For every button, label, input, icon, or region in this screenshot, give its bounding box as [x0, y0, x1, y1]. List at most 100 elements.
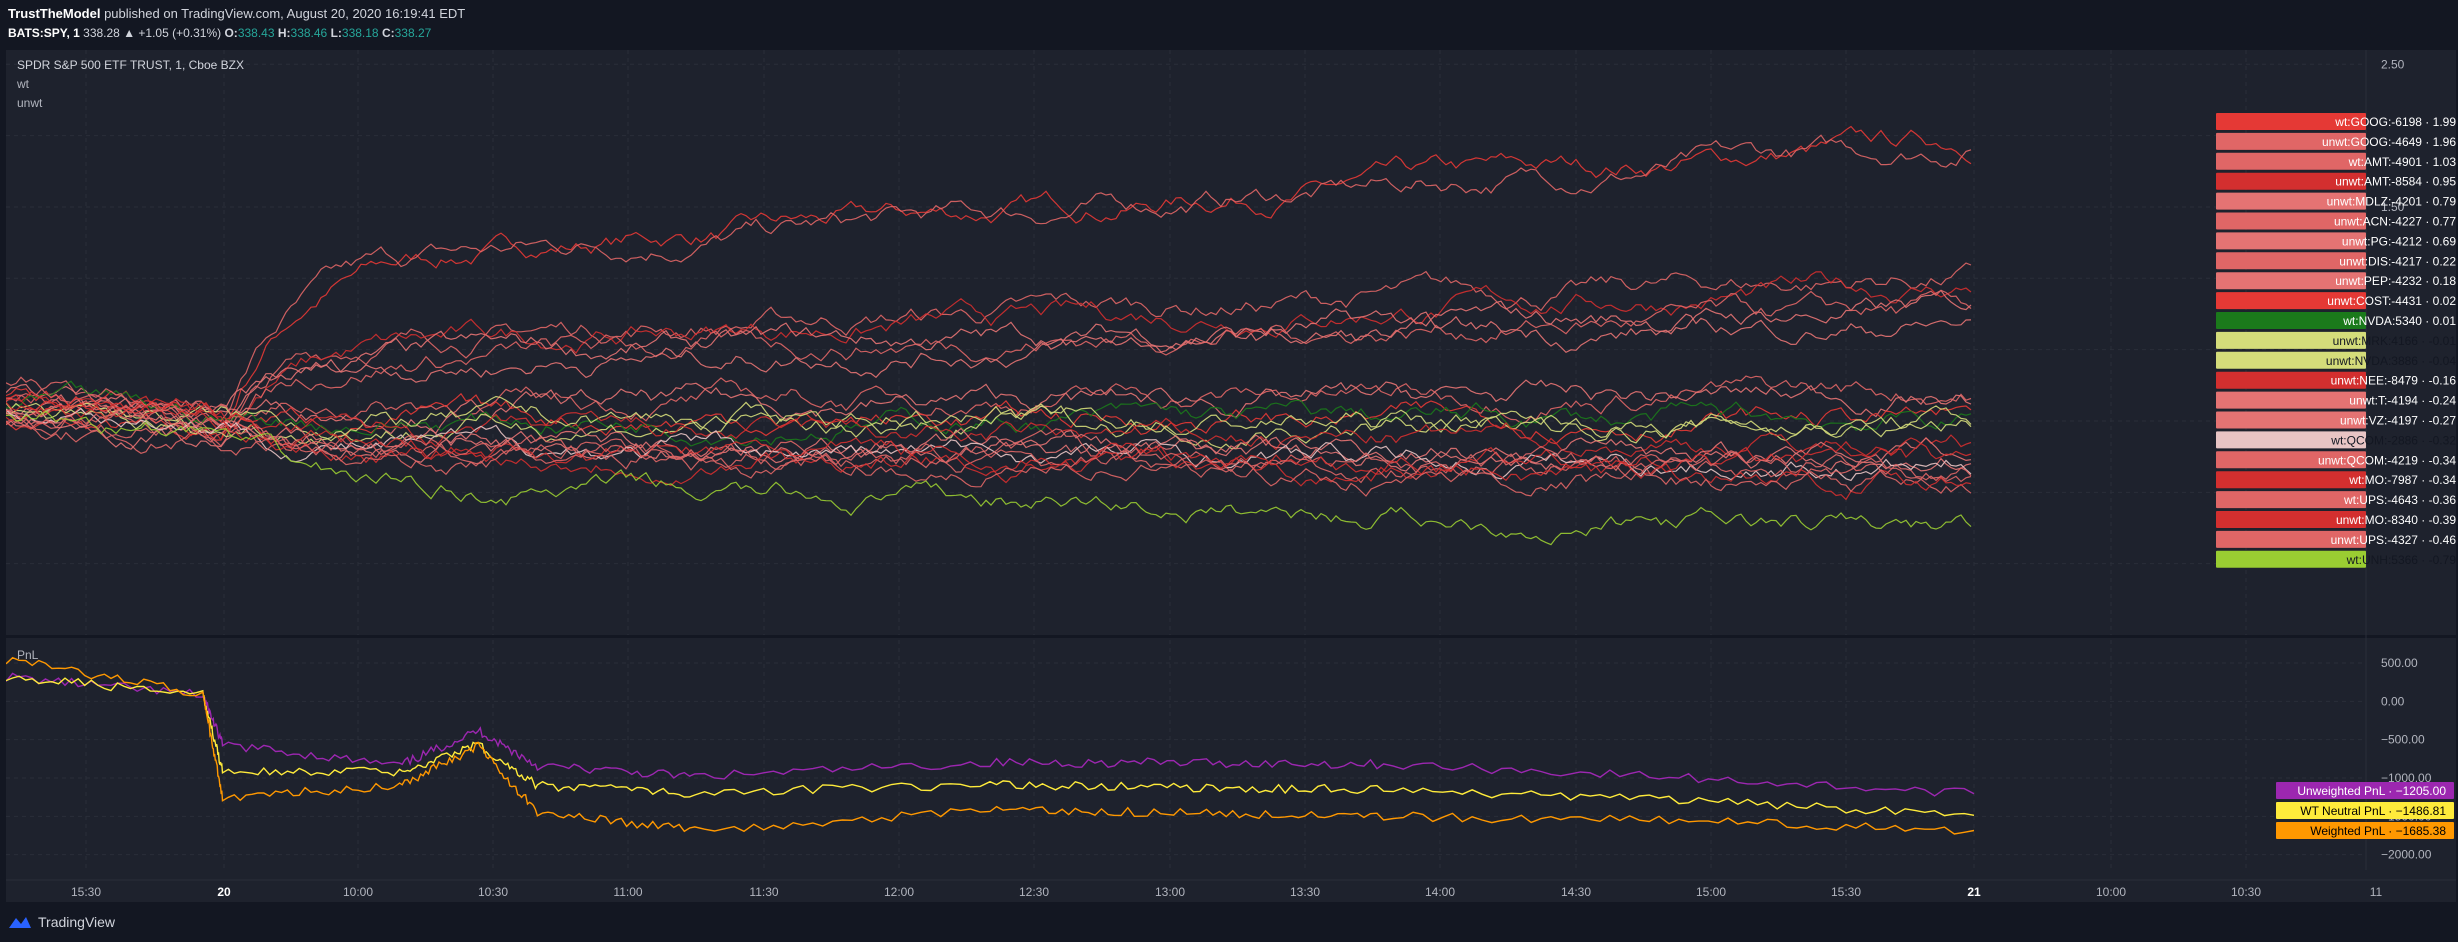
series-tag-bg [2216, 312, 2366, 329]
time-axis-bg [6, 880, 2456, 902]
series-tag-bg [2216, 530, 2366, 548]
high-value: 338.46 [290, 26, 328, 40]
series-tag-name: unwt:NVDA:3886 · -0.04 [2326, 354, 2456, 368]
series-tag-name: wt:QCOM:-2886 · -0.32 [2330, 433, 2456, 447]
series-tag-bg [2216, 431, 2366, 449]
series-line [6, 380, 1972, 447]
symbol-label: BATS:SPY, 1 [8, 26, 80, 40]
chart-svg[interactable]: 15:30 20 10:00 10:30 11:00 11:30 12:00 12:30 13:… [6, 50, 2456, 902]
series-line [6, 262, 1972, 454]
series-tag-name: unwt:DIS:-4217 · 0.22 [2339, 254, 2456, 268]
series-line [6, 289, 1972, 429]
series-tag-name: unwt:UPS:-4327 · -0.46 [2331, 533, 2456, 547]
series-tag-name: unwt:NEE:-8479 · -0.16 [2331, 374, 2456, 388]
series-line [6, 402, 1972, 450]
footer: TradingView [0, 902, 2458, 942]
series-tag-name: unwt:T:-4194 · -0.24 [2349, 394, 2456, 408]
series-tag-bg [2216, 232, 2366, 250]
author-link[interactable]: TrustTheModel [8, 6, 101, 21]
low-label: L: [330, 26, 342, 40]
series-tag-name: wt:NVDA:5340 · 0.01 [2342, 314, 2456, 328]
series-tag-bg [2216, 192, 2366, 210]
open-label: O: [224, 26, 238, 40]
x-tick-label: 11 [2370, 885, 2383, 899]
series-tag-bg [2216, 550, 2366, 568]
y-tick-label: −1000.00 [2381, 771, 2432, 785]
series-tag-bg [2216, 331, 2366, 349]
series-line [6, 376, 1972, 483]
tradingview-icon [9, 917, 31, 928]
pnl-tag-bg [2276, 822, 2454, 839]
instrument-legend[interactable]: SPDR S&P 500 ETF TRUST, 1, Cboe BZX [17, 58, 244, 72]
series-tag-bg [2216, 451, 2366, 469]
series-tag-bg [2216, 511, 2366, 528]
x-tick-label: 10:30 [478, 885, 508, 899]
x-tick-label: 10:30 [2231, 885, 2261, 899]
legend-unwt[interactable]: unwt [17, 96, 43, 110]
series-tag-name: unwt:MO:-8340 · -0.39 [2336, 513, 2456, 527]
pnl-series-line [6, 675, 1975, 817]
publish-line: TrustTheModel published on TradingView.c… [8, 6, 465, 21]
x-tick-label: 21 [1967, 885, 1981, 899]
series-line [6, 407, 1972, 494]
y-tick-label: 2.50 [2381, 57, 2405, 71]
panel-separator [6, 635, 2456, 638]
series-tag-bg [2216, 471, 2366, 489]
series-tag-name: unwt:MRK:4166 · -0.01 [2333, 334, 2456, 348]
series-tag-bg [2216, 132, 2366, 150]
high-label: H: [277, 26, 291, 40]
close-label: C: [381, 26, 395, 40]
series-tag-bg [2216, 172, 2366, 190]
x-tick-label: 15:00 [1696, 885, 1726, 899]
legend-pnl[interactable]: PnL [17, 648, 39, 662]
close-value: 338.27 [394, 26, 432, 40]
series-line [6, 289, 1972, 440]
series-line [6, 404, 1972, 497]
pnl-tag-bg [2276, 802, 2454, 819]
series-tag-name: wt:UNH:5366 · -0.79 [2346, 553, 2456, 567]
series-tag-bg [2216, 272, 2366, 290]
low-value: 338.18 [341, 26, 379, 40]
series-line [6, 410, 1972, 546]
x-tick-label: 11:00 [613, 885, 642, 899]
pnl-tag-bg [2276, 782, 2454, 799]
legend-wt[interactable]: wt [17, 77, 29, 91]
chart-area[interactable]: 15:30 20 10:00 10:30 11:00 11:30 12:00 12:30 13:… [6, 50, 2456, 902]
x-tick-label: 11:30 [749, 885, 778, 899]
x-tick-label: 20 [217, 885, 231, 899]
price-change: ▲ +1.05 (+0.31%) [123, 26, 222, 40]
last-price: 338.28 [83, 26, 120, 40]
x-tick-label: 13:00 [1155, 885, 1185, 899]
y-tick-label: −2000.00 [2381, 848, 2432, 862]
x-tick-label: 15:30 [71, 885, 101, 899]
x-tick-label: 12:30 [1019, 885, 1049, 899]
series-tag-bg [2216, 491, 2366, 509]
series-tag-name: unwt:ACN:-4227 · 0.77 [2334, 215, 2456, 229]
x-tick-label: 13:30 [1290, 885, 1320, 899]
pnl-tag-name: Unweighted PnL · −1205.00 [2297, 784, 2446, 798]
series-tag-name: unwt:COST:-4431 · 0.02 [2327, 294, 2456, 308]
series-line [6, 395, 1972, 442]
series-tag-name: wt:GOOG:-6198 · 1.99 [2334, 115, 2456, 129]
series-tag-bg [2216, 292, 2366, 310]
series-line [6, 125, 1972, 441]
publish-info: published on TradingView.com, August 20,… [104, 6, 466, 21]
pnl-series-line [6, 656, 1975, 835]
series-line [6, 134, 1972, 437]
series-line [6, 379, 1972, 435]
series-tag-bg [2216, 411, 2366, 429]
series-line [6, 271, 1972, 441]
series-line [6, 407, 1972, 482]
y-tick-label: 500.00 [2381, 656, 2418, 670]
ohlc-line: BATS:SPY, 1 338.28 ▲ +1.05 (+0.31%) O:33… [8, 26, 431, 40]
publish-header: TrustTheModel published on TradingView.c… [0, 0, 2458, 44]
open-value: 338.43 [237, 26, 275, 40]
series-tag-bg [2216, 391, 2366, 409]
x-tick-label: 14:00 [1425, 885, 1455, 899]
y-tick-label: 0.00 [2381, 694, 2405, 708]
series-tag-name: unwt:GOOG:-4649 · 1.96 [2322, 135, 2456, 149]
series-tag-name: wt:MO:-7987 · -0.34 [2348, 473, 2456, 487]
series-tag-name: unwt:MDLZ:-4201 · 0.79 [2327, 195, 2456, 209]
tradingview-logo[interactable]: TradingView [8, 914, 115, 930]
pnl-series-line [6, 672, 1975, 797]
